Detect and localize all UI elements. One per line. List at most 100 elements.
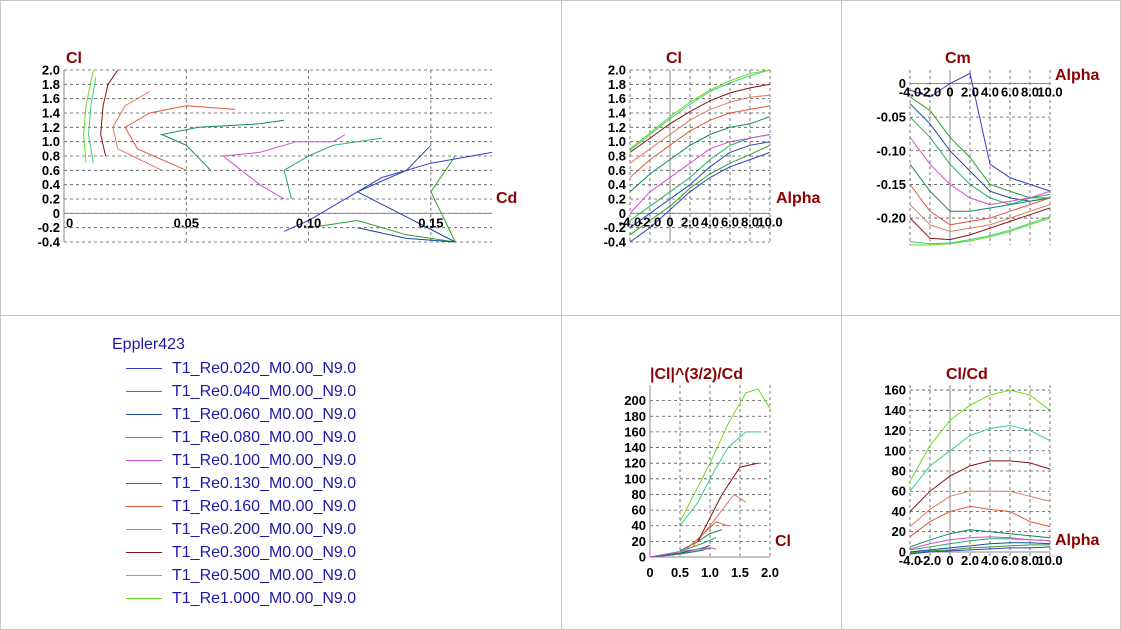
series-line bbox=[910, 490, 1050, 527]
legend-item: T1_Re0.060_M0.00_N9.0 bbox=[112, 403, 356, 426]
x-axis-title: Cl bbox=[775, 533, 791, 550]
series-line bbox=[910, 216, 1050, 245]
y-tick-label: 180 bbox=[624, 409, 646, 424]
y-tick-label: 0 bbox=[639, 550, 646, 565]
legend-label: T1_Re0.080_M0.00_N9.0 bbox=[172, 428, 357, 446]
x-tick-label: 8.0 bbox=[1021, 84, 1039, 99]
series-line bbox=[910, 505, 1050, 538]
polar-series-group bbox=[83, 69, 492, 243]
series-line bbox=[910, 207, 1050, 241]
x-axis-title: Alpha bbox=[1055, 532, 1100, 549]
x-tick-label: 10.0 bbox=[1037, 84, 1062, 99]
y-axis-title: Cl/Cd bbox=[946, 366, 988, 383]
y-tick-label: 60 bbox=[892, 484, 906, 499]
x-axis-title: Cd bbox=[496, 190, 517, 207]
glide-ratio-pane bbox=[841, 315, 1121, 630]
x-tick-label: 4.0 bbox=[701, 214, 719, 229]
series-line bbox=[160, 119, 285, 171]
x-tick-label: 0 bbox=[946, 84, 953, 99]
legend-label: T1_Re0.020_M0.00_N9.0 bbox=[172, 359, 357, 377]
y-tick-label: 1.2 bbox=[42, 120, 60, 135]
y-tick-label: 20 bbox=[632, 534, 646, 549]
series-line bbox=[910, 536, 1050, 550]
x-tick-label: 0 bbox=[666, 214, 673, 229]
y-tick-label: -0.4 bbox=[38, 235, 61, 250]
series-line bbox=[283, 137, 382, 200]
series-line bbox=[679, 529, 723, 552]
x-tick-label: 8.0 bbox=[741, 214, 759, 229]
x-tick-label: 2.0 bbox=[961, 84, 979, 99]
y-tick-label: 2.0 bbox=[42, 63, 60, 78]
series-line bbox=[630, 151, 770, 243]
y-tick-label: 0.4 bbox=[42, 177, 61, 192]
legend-swatch bbox=[126, 552, 162, 553]
legend-swatch bbox=[126, 529, 162, 530]
legend-item: T1_Re1.000_M0.00_N9.0 bbox=[112, 587, 356, 610]
glide_ratio-series-group bbox=[910, 389, 1050, 555]
y-tick-label: 100 bbox=[884, 443, 906, 458]
legend-label: T1_Re1.000_M0.00_N9.0 bbox=[172, 589, 357, 607]
x-tick-label: 0.10 bbox=[296, 215, 321, 230]
series-line bbox=[650, 547, 717, 558]
y-tick-label: -0.05 bbox=[876, 110, 906, 125]
y-tick-label: -0.15 bbox=[876, 177, 906, 192]
series-line bbox=[630, 141, 770, 229]
y-tick-label: 1.8 bbox=[608, 77, 626, 92]
x-tick-label: 0 bbox=[646, 565, 653, 580]
legend-swatch bbox=[126, 391, 162, 392]
y-tick-label: 0 bbox=[899, 76, 906, 91]
cm_alpha-chart: 0 -0.05 -0.10 -0.15 -0.20 -4.0-2.0 0 2.0 4.0 6.0 8… bbox=[876, 50, 1100, 246]
series-line bbox=[630, 116, 770, 193]
x-tick-label: 0 bbox=[946, 553, 953, 568]
legend: Eppler423 T1_Re0.020_M0.00_N9.0 T1_Re0.04… bbox=[112, 336, 356, 610]
series-line bbox=[910, 389, 1050, 482]
y-tick-label: 140 bbox=[884, 403, 906, 418]
y-tick-label: -0.4 bbox=[604, 235, 627, 250]
y-tick-label: 140 bbox=[624, 440, 646, 455]
y-tick-label: 1.8 bbox=[42, 77, 60, 92]
series-line bbox=[630, 134, 770, 214]
series-line bbox=[124, 105, 236, 171]
series-line bbox=[356, 144, 456, 243]
legend-item: T1_Re0.020_M0.00_N9.0 bbox=[112, 357, 356, 380]
y-tick-label: 40 bbox=[892, 504, 906, 519]
cm_alpha-series-group bbox=[910, 72, 1050, 246]
y-tick-label: 0 bbox=[53, 206, 60, 221]
legend-swatch bbox=[126, 368, 162, 369]
y-tick-label: 1.2 bbox=[608, 120, 626, 135]
series-line bbox=[679, 388, 770, 523]
y-tick-label: 0.2 bbox=[608, 192, 626, 207]
y-tick-label: 200 bbox=[624, 393, 646, 408]
legend-item: T1_Re0.300_M0.00_N9.0 bbox=[112, 541, 356, 564]
x-tick-label: 0.5 bbox=[671, 565, 689, 580]
legend-pane bbox=[0, 315, 562, 630]
legend-swatch bbox=[126, 598, 162, 599]
y-tick-label: 0 bbox=[619, 206, 626, 221]
series-line bbox=[910, 544, 1050, 554]
legend-label: T1_Re0.100_M0.00_N9.0 bbox=[172, 451, 357, 469]
legend-item: T1_Re0.080_M0.00_N9.0 bbox=[112, 426, 356, 449]
x-tick-label: 6.0 bbox=[1001, 553, 1019, 568]
series-line bbox=[87, 77, 97, 164]
series-line bbox=[308, 155, 457, 243]
x-tick-label: -4.0 bbox=[899, 84, 921, 99]
legend-item: T1_Re0.500_M0.00_N9.0 bbox=[112, 564, 356, 587]
legend-items: T1_Re0.020_M0.00_N9.0 T1_Re0.040_M0.00_N9… bbox=[112, 357, 356, 610]
x-tick-label: 10.0 bbox=[757, 214, 782, 229]
x-tick-label: 0.05 bbox=[174, 215, 199, 230]
x-tick-label: 8.0 bbox=[1021, 553, 1039, 568]
x-tick-label: 2.0 bbox=[961, 553, 979, 568]
y-tick-label: 0.6 bbox=[608, 163, 626, 178]
y-tick-label: 1.0 bbox=[608, 134, 626, 149]
series-line bbox=[910, 96, 1050, 199]
x-tick-label: 4.0 bbox=[981, 553, 999, 568]
x-axis-title: Alpha bbox=[1055, 67, 1100, 84]
series-line bbox=[910, 542, 1050, 553]
series-line bbox=[910, 546, 1050, 555]
x-tick-label: 6.0 bbox=[721, 214, 739, 229]
y-tick-label: 0.2 bbox=[42, 192, 60, 207]
y-axis-title: |Cl|^(3/2)/Cd bbox=[650, 366, 743, 383]
y-tick-label: 100 bbox=[624, 471, 646, 486]
y-tick-label: 40 bbox=[632, 518, 646, 533]
y-tick-label: -0.2 bbox=[604, 220, 626, 235]
